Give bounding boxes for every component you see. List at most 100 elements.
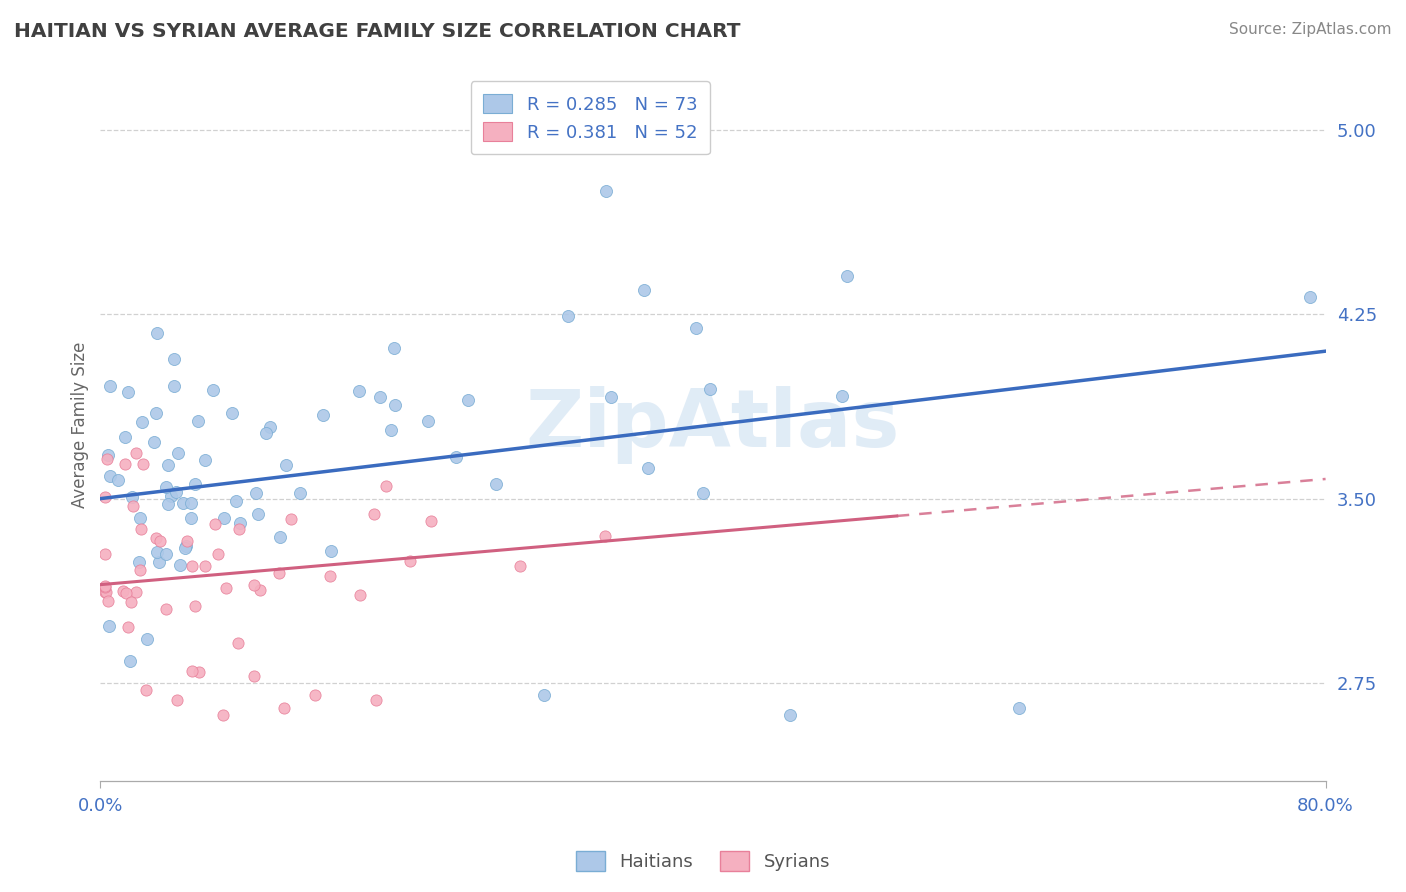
Point (180, 559, 202, 574)
Point (274, 458, 297, 472)
Point (165, 484, 187, 499)
Point (269, 530, 291, 544)
Point (163, 352, 186, 367)
Point (155, 602, 177, 616)
Point (375, 479, 398, 493)
Point (163, 378, 186, 392)
Point (1008, 700, 1031, 714)
Point (181, 664, 204, 678)
Point (120, 595, 142, 609)
Point (146, 326, 169, 341)
Point (593, 529, 616, 543)
Point (259, 420, 281, 434)
Point (273, 700, 295, 714)
Point (201, 384, 224, 398)
Point (94, 579, 117, 593)
Point (779, 707, 801, 722)
Y-axis label: Average Family Size: Average Family Size (72, 342, 89, 508)
Point (312, 408, 335, 422)
Point (132, 457, 155, 471)
Point (121, 491, 143, 505)
Point (204, 516, 226, 531)
Point (155, 547, 177, 561)
Point (485, 477, 508, 491)
Point (125, 585, 148, 599)
Point (363, 508, 385, 522)
Point (117, 620, 139, 634)
Point (94, 585, 117, 599)
Point (96, 452, 118, 467)
Point (149, 534, 172, 549)
Point (94, 491, 117, 505)
Point (280, 511, 302, 525)
Point (174, 539, 197, 553)
Point (125, 446, 148, 460)
Point (157, 497, 180, 511)
Point (115, 586, 138, 600)
Point (509, 558, 531, 573)
Point (131, 415, 153, 429)
Point (319, 568, 342, 582)
Point (380, 423, 402, 437)
Point (837, 269, 859, 284)
Point (831, 389, 853, 403)
Point (637, 461, 659, 475)
Point (174, 541, 197, 555)
Point (97, 448, 120, 462)
Point (600, 390, 623, 404)
Point (129, 510, 152, 524)
Text: ZipAtlas: ZipAtlas (526, 386, 900, 464)
Point (128, 563, 150, 577)
Point (155, 480, 177, 494)
Point (304, 688, 326, 702)
Point (246, 508, 269, 522)
Point (319, 544, 342, 558)
Point (243, 578, 266, 592)
Point (349, 588, 371, 602)
Point (107, 473, 129, 487)
Point (418, 414, 440, 428)
Point (135, 683, 157, 698)
Point (98, 468, 121, 483)
Point (187, 665, 209, 679)
Point (97, 594, 120, 608)
Point (172, 495, 194, 509)
Point (215, 581, 238, 595)
Point (135, 632, 157, 646)
Point (94, 547, 117, 561)
Point (226, 636, 249, 650)
Point (94, 580, 117, 594)
Point (166, 693, 188, 707)
Point (160, 489, 183, 503)
Point (288, 486, 311, 500)
Point (98, 379, 121, 393)
Point (117, 385, 139, 400)
Point (114, 457, 136, 471)
Point (207, 547, 229, 561)
Point (228, 516, 250, 530)
Point (97, 619, 120, 633)
Point (145, 532, 167, 546)
Point (364, 693, 387, 707)
Point (145, 406, 167, 420)
Text: Source: ZipAtlas.com: Source: ZipAtlas.com (1229, 22, 1392, 37)
Point (221, 406, 243, 420)
Point (444, 450, 467, 464)
Point (384, 398, 406, 412)
Text: HAITIAN VS SYRIAN AVERAGE FAMILY SIZE CORRELATION CHART: HAITIAN VS SYRIAN AVERAGE FAMILY SIZE CO… (14, 22, 741, 41)
Point (142, 435, 165, 450)
Point (128, 555, 150, 569)
Point (166, 446, 188, 460)
Point (114, 430, 136, 444)
Point (225, 494, 247, 508)
Point (194, 559, 217, 574)
Point (245, 486, 267, 500)
Point (187, 414, 209, 428)
Point (129, 522, 152, 536)
Point (242, 668, 264, 682)
Point (269, 566, 291, 580)
Point (118, 655, 141, 669)
Point (180, 496, 202, 510)
Point (193, 453, 215, 467)
Point (382, 341, 405, 355)
